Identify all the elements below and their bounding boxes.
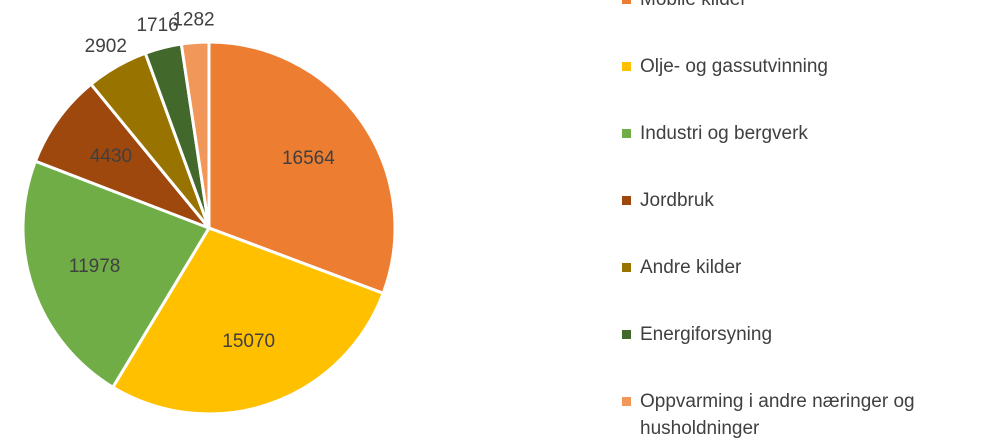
legend-label: Olje- og gassutvinning xyxy=(640,56,828,77)
legend-swatch xyxy=(622,330,631,339)
data-label: 15070 xyxy=(222,331,275,352)
data-label: 11978 xyxy=(69,256,120,277)
legend-item: Mobile kilder xyxy=(622,0,982,13)
legend-label: Andre kilder xyxy=(640,257,742,278)
legend-swatch xyxy=(622,0,631,4)
pie-slice xyxy=(110,226,386,416)
legend-label: Energiforsyning xyxy=(640,324,773,345)
legend-item: Energiforsyning xyxy=(622,321,982,348)
legend-label: Oppvarming i andre næringer og husholdni… xyxy=(640,391,915,439)
legend-swatch xyxy=(622,397,631,406)
legend-swatch xyxy=(622,129,631,138)
pie-slice xyxy=(207,40,397,296)
legend-swatch xyxy=(622,196,631,205)
legend-label: Industri og bergverk xyxy=(640,123,808,144)
legend-item: Industri og bergverk xyxy=(622,120,982,147)
data-label: 1282 xyxy=(172,9,214,30)
data-label: 2902 xyxy=(85,36,127,57)
legend-label: Mobile kilder xyxy=(640,0,747,13)
pie-slice xyxy=(33,82,214,232)
legend-item: Olje- og gassutvinning xyxy=(622,53,982,80)
legend-swatch xyxy=(622,263,631,272)
legend-swatch xyxy=(622,62,631,71)
pie-slice xyxy=(21,159,212,390)
legend-item: Oppvarming i andre næringer og husholdni… xyxy=(622,388,982,442)
legend-item: Andre kilder xyxy=(622,254,982,281)
data-label: 1716 xyxy=(136,15,178,36)
data-label: 4430 xyxy=(90,146,132,167)
legend-label: Jordbruk xyxy=(640,190,714,211)
legend-item: Jordbruk xyxy=(622,187,982,214)
data-label: 16564 xyxy=(282,148,335,169)
pie-slice xyxy=(179,40,211,229)
